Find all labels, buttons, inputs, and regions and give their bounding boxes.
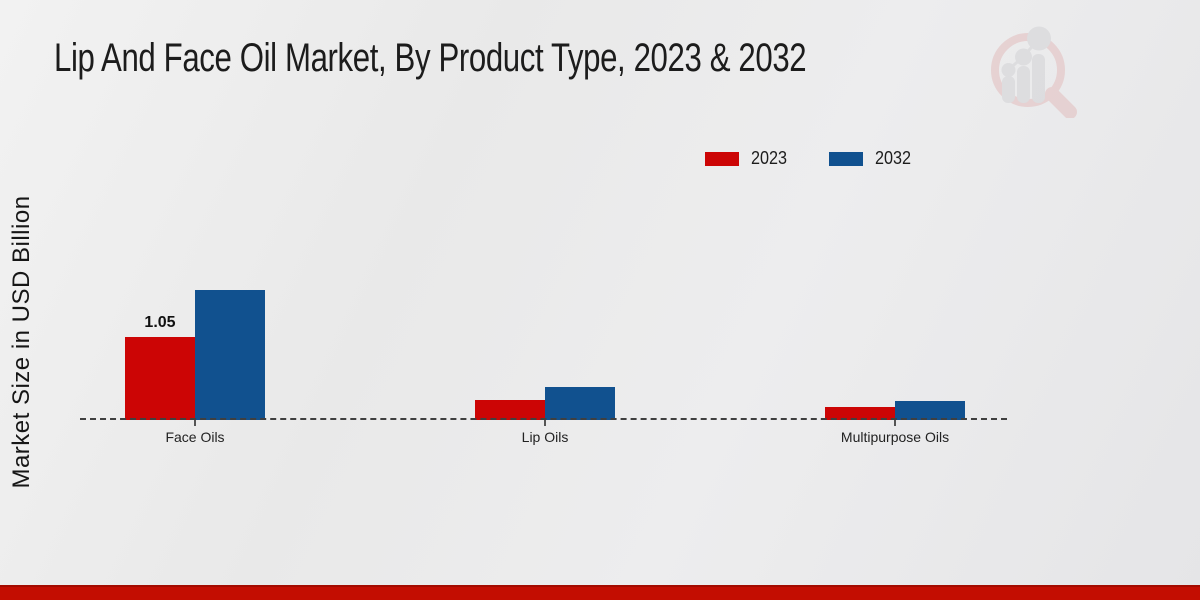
legend-swatch-2023	[705, 151, 739, 166]
category-label-multipurpose-oils: Multipurpose Oils	[840, 429, 950, 445]
category-label-face-oils: Face Oils	[165, 429, 225, 445]
axis-tick-multipurpose-oils	[894, 420, 896, 426]
legend: 2023 2032	[705, 148, 915, 169]
y-axis-label: Market Size in USD Billion	[8, 195, 35, 489]
magnifier-bar-chart-watermark-icon	[991, 26, 1077, 118]
axis-tick-face-oils	[194, 420, 196, 426]
bar-2032-lip-oils	[545, 387, 615, 420]
x-axis-baseline	[80, 418, 1007, 420]
axis-tick-lip-oils	[544, 420, 546, 426]
legend-label-2023: 2023	[751, 148, 788, 168]
legend-item-2023: 2023	[705, 148, 791, 169]
bar-2023-lip-oils	[475, 400, 545, 420]
legend-swatch-2032	[829, 151, 864, 166]
legend-label-2032: 2032	[875, 148, 912, 168]
bar-2023-face-oils	[125, 337, 195, 420]
chart-title: Lip And Face Oil Market, By Product Type…	[54, 36, 807, 80]
bar-2032-multipurpose-oils	[895, 401, 965, 420]
legend-item-2032: 2032	[829, 148, 915, 169]
category-label-lip-oils: Lip Oils	[521, 429, 569, 445]
bar-2032-face-oils	[195, 290, 265, 420]
bar-2023-multipurpose-oils	[825, 407, 895, 420]
bottom-accent-bar	[0, 585, 1200, 600]
value-label-2023-face-oils: 1.05	[144, 314, 176, 331]
